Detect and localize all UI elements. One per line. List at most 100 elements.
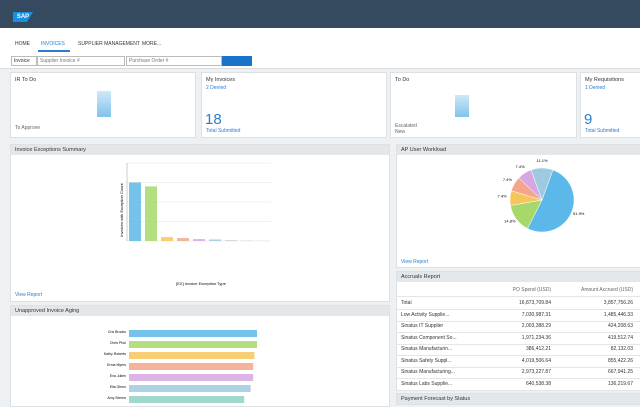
y-axis-label: Invoices with Exception Count [119,182,124,236]
cell: 3,857,756.26 [604,297,633,309]
accruals-table: PO Spend (USD) Amount Accrued (USD) Total 1… [397,284,640,390]
y-tick-label: Erma Myers [107,363,126,367]
input[interactable]: Supplier Invoice # [37,56,125,66]
tile-sub: 1 Denied [585,85,605,91]
cell: Sinatus Labs Supplie... [401,378,452,390]
tile[interactable]: IR To Do To Approve [10,72,196,138]
tile-caption: Total Submitted [585,128,619,134]
x-axis-label: [EX] Invoice Exception Type [176,281,227,286]
cell: 667,941.25 [608,366,633,378]
y-tick-label: Amy Simms [107,396,126,400]
tile-number: 9 [584,111,592,128]
y-tick-label: Ella Glenn [110,385,126,389]
panel: AP User Workload 51.9%14.8%7.4%7.4%7.4%1… [396,144,640,268]
scope-select[interactable]: Invoice [11,56,37,66]
cell: 386,412.21 [526,343,551,355]
cell: Sinatus Component So... [401,332,457,344]
tile-sub: 2 Denied [206,85,226,91]
cell: 82,132.03 [611,343,633,355]
legend: To Approve [15,125,40,131]
bar [145,186,157,241]
cell: 1,485,446.33 [604,309,633,321]
link[interactable]: View Report [401,259,428,265]
data-label: 14.8% [504,219,516,224]
cell: 419,512.74 [608,332,633,344]
bar [129,352,254,359]
tile-caption: Total Submitted [206,128,240,134]
panel-header: Accruals Report [397,272,640,282]
bar [225,240,237,241]
panel: Invoice Exceptions Summary Invoices with… [10,144,390,302]
cell: 1,971,234.36 [522,332,551,344]
tile[interactable]: My Invoices 2 Denied 18 Total Submitted [201,72,387,138]
tile-title: My Requisitions [585,77,624,83]
bar [129,341,257,348]
data-label: 51.9% [573,211,585,216]
bar [129,363,253,370]
cell: 136,219.67 [608,378,633,390]
bar [129,385,251,392]
panel-header: Unapproved Invoice Aging [11,306,389,316]
cell: Sinatus Manufacturing... [401,366,455,378]
tab[interactable]: SUPPLIER MANAGEMENT [78,41,140,47]
cell: Sinatus Manufacturin... [401,343,452,355]
table-header: PO Spend (USD) Amount Accrued (USD) [397,284,640,297]
tile[interactable]: My Requisitions 1 Denied 9 Total Submitt… [580,72,640,138]
y-tick-label: Cris Brooks [108,330,126,334]
data-label: 7.4% [503,177,513,182]
cell: 7,030,987.31 [522,309,551,321]
input[interactable]: Purchase Order # [126,56,222,66]
search-button[interactable] [222,56,252,66]
tile[interactable]: To Do Escalated New [390,72,577,138]
aging-chart: Cris Brooks Chris Phul Kathy Roberts Erma M… [11,316,389,406]
column-header: Amount Accrued (USD) [581,284,633,296]
cell: Low Activity Supplie... [401,309,449,321]
panel: Unapproved Invoice Aging Cris Brooks Chri… [10,305,390,407]
exceptions-chart: Invoices with Exception Count [EX] Invoi… [11,155,389,291]
tile-title: IR To Do [15,77,36,83]
legend: New [395,129,405,135]
search-bar: Invoice Supplier Invoice # Purchase Orde… [0,52,640,69]
table-row: Sinatus Labs Supplie... 640,538.38 136,219… [397,378,640,391]
nav: HOME INVOICES SUPPLIER MANAGEMENT MORE..… [0,28,640,52]
data-label: 7.4% [498,194,508,199]
cell: 424,208.63 [608,320,633,332]
cell: 640,538.38 [526,378,551,390]
panel-header: Invoice Exceptions Summary [11,145,389,155]
tab[interactable]: MORE... [142,41,161,47]
cell: Sinatus Safety Suppl... [401,355,452,367]
bar [193,239,205,241]
link[interactable]: View Report [15,292,42,298]
y-tick-label: Eva Julien [110,374,126,378]
cell: 2,973,227.87 [522,366,551,378]
panel-header: AP User Workload [397,145,640,155]
y-tick-label: Chris Phul [110,341,126,345]
cell: Total [401,297,412,309]
shell-bar: SAP [0,0,640,28]
panel-header: Payment Forecast by Status [396,393,640,405]
cell: 4,019,506.64 [522,355,551,367]
cell: Sinatus IT Supplier [401,320,443,332]
bar [161,237,173,241]
tile-number: 18 [205,111,222,128]
bar [129,183,141,242]
column-header: PO Spend (USD) [513,284,551,296]
tab[interactable]: HOME [15,41,30,47]
tile-title: My Invoices [206,77,235,83]
bar [129,330,257,337]
workload-chart: 51.9%14.8%7.4%7.4%7.4%11.1% [397,155,640,255]
cell: 16,873,709.84 [519,297,551,309]
bar [129,374,253,381]
data-label: 11.1% [537,158,548,163]
tab[interactable]: INVOICES [41,41,65,47]
bar [177,238,189,241]
tile-bar [97,91,111,117]
bar [209,239,221,241]
y-tick-label: Kathy Roberts [104,352,126,356]
tile-bar [455,95,469,117]
cell: 855,422.26 [608,355,633,367]
panel: Accruals Report PO Spend (USD) Amount Acc… [396,271,640,391]
logo[interactable]: SAP [13,12,33,22]
tile-title: To Do [395,77,409,83]
